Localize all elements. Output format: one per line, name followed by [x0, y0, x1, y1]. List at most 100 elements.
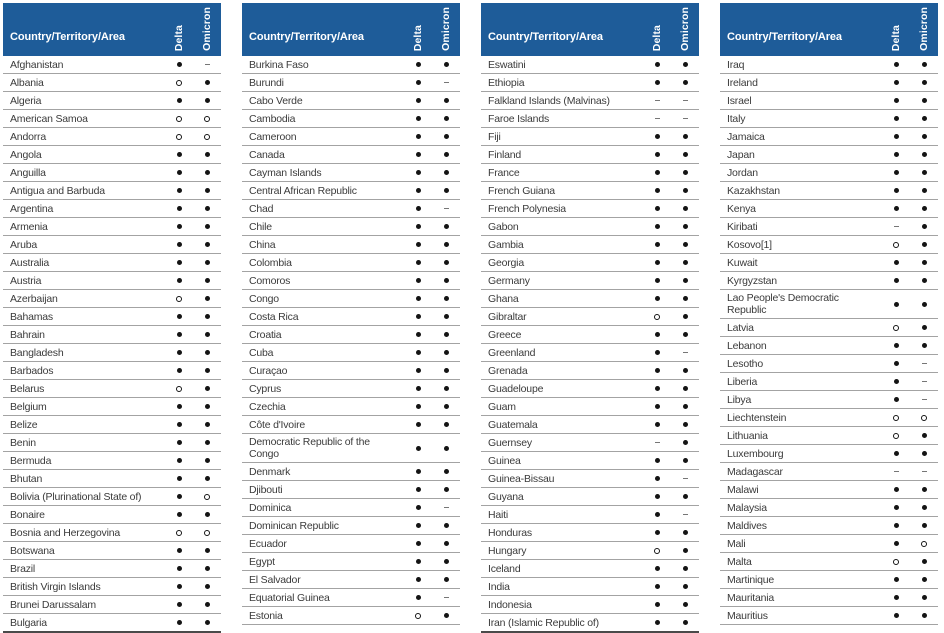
- omicron-cell: [910, 613, 938, 618]
- omicron-filled-marker: [921, 206, 927, 211]
- omicron-cell: [193, 152, 221, 157]
- omicron-filled-marker: [682, 404, 688, 409]
- table-row: Eswatini: [481, 56, 699, 74]
- delta-cell: [165, 152, 193, 157]
- omicron-filled-marker: [921, 134, 927, 139]
- omicron-cell: [432, 188, 460, 193]
- table-row: Czechia: [242, 398, 460, 416]
- table-row: Djibouti: [242, 481, 460, 499]
- delta-cell: [882, 152, 910, 157]
- country-name: Jamaica: [727, 130, 765, 143]
- table-row: Italy: [720, 110, 938, 128]
- omicron-filled-marker: [204, 602, 210, 607]
- delta-open-marker: [893, 414, 899, 421]
- delta-filled-marker: [893, 301, 899, 307]
- country-name: Greece: [488, 328, 522, 341]
- delta-cell: [643, 584, 671, 589]
- omicron-cell: [432, 368, 460, 373]
- delta-filled-marker: [415, 296, 421, 301]
- omicron-cell: [910, 62, 938, 67]
- omicron-cell: [910, 577, 938, 582]
- omicron-cell: [671, 188, 699, 193]
- delta-filled-marker: [415, 98, 421, 103]
- delta-dash-marker: [654, 117, 660, 120]
- delta-filled-marker: [893, 278, 899, 283]
- delta-cell: [643, 278, 671, 283]
- delta-cell: [404, 422, 432, 427]
- delta-cell: [882, 241, 910, 248]
- delta-cell: [404, 386, 432, 391]
- country-name: Cyprus: [249, 382, 282, 395]
- delta-cell: [643, 547, 671, 554]
- omicron-filled-marker: [204, 170, 210, 175]
- delta-cell: [882, 379, 910, 384]
- delta-filled-marker: [176, 440, 182, 445]
- country-name: Comoros: [249, 274, 291, 287]
- table-row: Kuwait: [720, 254, 938, 272]
- delta-cell: [404, 152, 432, 157]
- delta-cell: [165, 458, 193, 463]
- delta-filled-marker: [654, 404, 660, 409]
- delta-filled-marker: [654, 530, 660, 535]
- delta-column-header: Delta: [643, 3, 671, 56]
- omicron-filled-marker: [443, 523, 449, 528]
- omicron-cell: [432, 314, 460, 319]
- country-name: Bolivia (Plurinational State of): [10, 490, 142, 503]
- delta-cell: [404, 487, 432, 492]
- table-row: Grenada: [481, 362, 699, 380]
- table-row: Kazakhstan: [720, 182, 938, 200]
- delta-filled-marker: [654, 62, 660, 67]
- delta-cell: [404, 80, 432, 85]
- omicron-filled-marker: [204, 80, 210, 85]
- omicron-filled-marker: [682, 188, 688, 193]
- omicron-cell: [432, 62, 460, 67]
- delta-filled-marker: [176, 278, 182, 283]
- country-name: Cambodia: [249, 112, 296, 125]
- delta-open-marker: [176, 133, 182, 140]
- table-row: Croatia: [242, 326, 460, 344]
- country-name: Cameroon: [249, 130, 297, 143]
- table-header: Country/Territory/Area Delta Omicron: [481, 3, 699, 56]
- omicron-cell: [671, 477, 699, 480]
- country-name: Bonaire: [10, 508, 45, 521]
- table-row: Albania: [3, 74, 221, 92]
- omicron-cell: [671, 206, 699, 211]
- delta-filled-marker: [415, 332, 421, 337]
- omicron-filled-marker: [204, 242, 210, 247]
- table-row: Ghana: [481, 290, 699, 308]
- omicron-filled-marker: [204, 98, 210, 103]
- omicron-cell: [671, 260, 699, 265]
- omicron-filled-marker: [443, 559, 449, 564]
- delta-cell: [165, 584, 193, 589]
- delta-filled-marker: [176, 188, 182, 193]
- table-row: Bulgaria: [3, 614, 221, 633]
- omicron-filled-marker: [204, 620, 210, 625]
- table-row: Canada: [242, 146, 460, 164]
- omicron-cell: [432, 613, 460, 618]
- omicron-cell: [193, 314, 221, 319]
- omicron-dash-marker: [682, 477, 688, 480]
- delta-cell: [165, 115, 193, 122]
- delta-filled-marker: [176, 584, 182, 589]
- delta-filled-marker: [415, 206, 421, 211]
- country-name: France: [488, 166, 520, 179]
- table-body: Eswatini Ethiopia Falkland Islands (Malvin…: [481, 56, 699, 633]
- omicron-open-marker: [204, 493, 210, 500]
- delta-filled-marker: [176, 332, 182, 337]
- omicron-filled-marker: [204, 404, 210, 409]
- omicron-cell: [910, 487, 938, 492]
- table-row: Lebanon: [720, 337, 938, 355]
- table-body: Iraq Ireland Israel Italy Jamaica Japan Jordan…: [720, 56, 938, 625]
- delta-filled-marker: [893, 188, 899, 193]
- omicron-filled-marker: [682, 170, 688, 175]
- delta-cell: [882, 613, 910, 618]
- table-row: Iran (Islamic Republic of): [481, 614, 699, 633]
- omicron-filled-marker: [921, 613, 927, 618]
- table-row: Bahrain: [3, 326, 221, 344]
- omicron-filled-marker: [682, 440, 688, 445]
- delta-cell: [882, 595, 910, 600]
- omicron-filled-marker: [204, 566, 210, 571]
- omicron-cell: [193, 278, 221, 283]
- omicron-cell: [193, 620, 221, 625]
- country-name: Congo: [249, 292, 279, 305]
